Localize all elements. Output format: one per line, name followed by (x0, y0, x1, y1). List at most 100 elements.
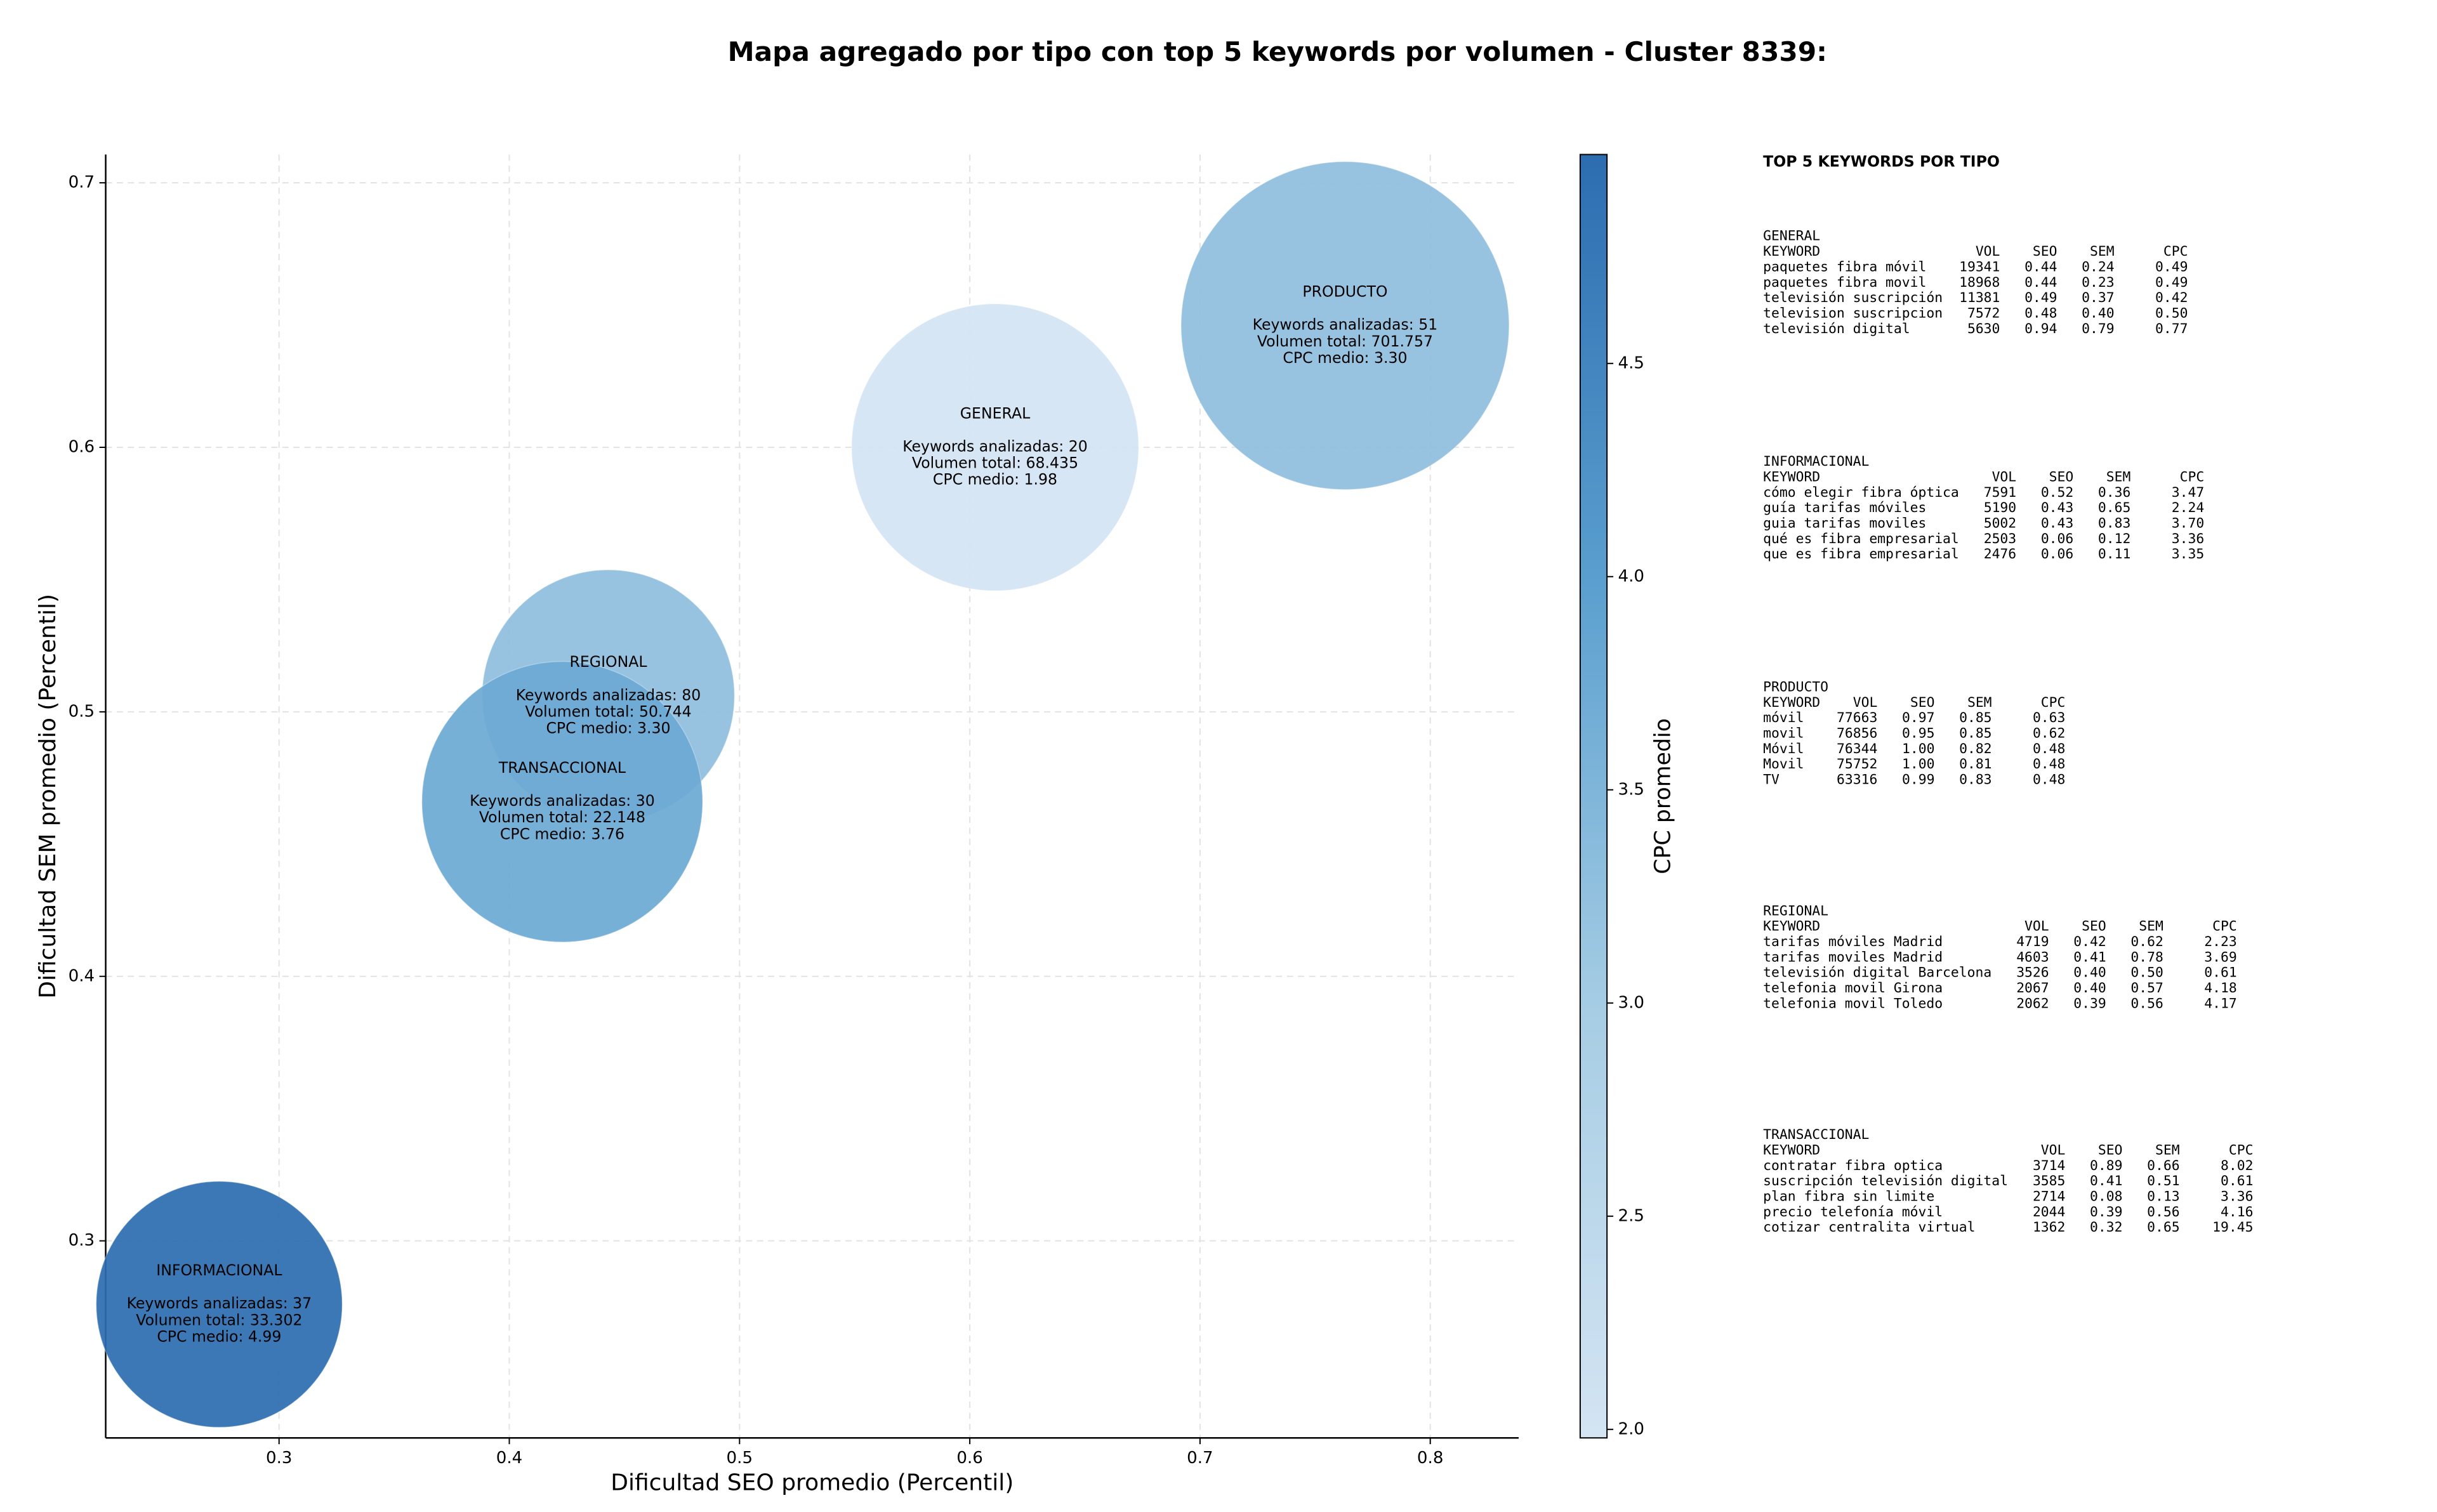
y-axis-label: Dificultad SEM promedio (Percentil) (35, 594, 61, 999)
colorbar-tick-label: 2.0 (1618, 1419, 1644, 1438)
number-cell: 0.44 (2024, 275, 2057, 291)
number-cell: 0.97 (1902, 710, 1934, 726)
number-cell: 0.44 (2024, 259, 2057, 275)
number-cell: 0.49 (2155, 259, 2188, 275)
number-cell: 0.65 (2147, 1219, 2179, 1235)
column-header: VOL (1992, 469, 2017, 485)
keyword-cell: cotizar centralita virtual (1763, 1219, 1975, 1235)
bubble-annotation: Volumen total: 33.302 (136, 1311, 302, 1329)
number-cell: 0.13 (2147, 1189, 2179, 1205)
keyword-cell: telefonia movil Toledo (1763, 996, 1943, 1011)
number-cell: 0.32 (2090, 1219, 2122, 1235)
keyword-cell: plan fibra sin limite (1763, 1189, 1934, 1205)
column-header: VOL (2024, 919, 2049, 935)
number-cell: 4.16 (2221, 1204, 2253, 1220)
bubble-annotation: CPC medio: 3.30 (1283, 349, 1407, 367)
number-cell: 0.36 (2098, 485, 2130, 501)
keyword-cell: precio telefonía móvil (1763, 1204, 1943, 1220)
column-header: VOL (1853, 695, 1878, 711)
column-header: CPC (2212, 919, 2237, 935)
bubble-name: PRODUCTO (1302, 283, 1387, 301)
bubble-annotation: CPC medio: 3.30 (546, 720, 670, 737)
keyword-cell: contratar fibra optica (1763, 1158, 1943, 1174)
x-tick-label: 0.8 (1417, 1449, 1443, 1468)
number-cell: 3.47 (2172, 485, 2204, 501)
column-header: CPC (2180, 469, 2205, 485)
bubble-name: INFORMACIONAL (156, 1261, 282, 1279)
number-cell: 3.70 (2172, 515, 2204, 531)
number-cell: 2.23 (2204, 934, 2236, 950)
number-cell: 76344 (1837, 741, 1877, 757)
number-cell: 2.24 (2172, 500, 2204, 516)
number-cell: 0.61 (2204, 965, 2236, 981)
colorbar-tick-label: 4.0 (1618, 567, 1644, 586)
colorbar-tick-label: 4.5 (1618, 353, 1644, 372)
number-cell: 4719 (2016, 934, 2049, 950)
number-cell: 76856 (1837, 725, 1877, 741)
number-cell: 0.37 (2082, 290, 2114, 306)
number-cell: 0.82 (1959, 741, 1991, 757)
number-cell: 0.41 (2073, 949, 2106, 965)
column-header: SEM (2090, 244, 2115, 260)
number-cell: 0.48 (2024, 305, 2057, 321)
bubble (1180, 161, 1510, 490)
column-header: CPC (2163, 244, 2188, 260)
number-cell: 0.77 (2155, 321, 2188, 337)
bubble-annotation: Volumen total: 50.744 (525, 702, 691, 720)
number-cell: 4.17 (2204, 996, 2236, 1011)
keyword-cell: guia tarifas moviles (1763, 515, 1926, 531)
number-cell: 19341 (1959, 259, 2000, 275)
column-header: SEM (2155, 1142, 2180, 1158)
column-header: VOL (1976, 244, 2000, 260)
bubble-annotation: CPC medio: 4.99 (157, 1327, 281, 1345)
y-tick-label: 0.4 (69, 966, 95, 985)
number-cell: 0.83 (1959, 772, 1991, 788)
bubble-annotation: Keywords analizadas: 80 (516, 686, 701, 704)
number-cell: 0.41 (2090, 1173, 2122, 1189)
section-name: REGIONAL (1763, 903, 1828, 919)
number-cell: 0.40 (2073, 980, 2106, 996)
keyword-cell: suscripción televisión digital (1763, 1173, 2008, 1189)
keyword-cell: tarifas móviles Madrid (1763, 934, 1943, 950)
column-header: CPC (2041, 695, 2066, 711)
number-cell: 18968 (1959, 275, 2000, 291)
colorbar-label: CPC promedio (1651, 718, 1676, 874)
number-cell: 0.99 (1902, 772, 1934, 788)
number-cell: 0.06 (2041, 546, 2073, 562)
bubble (95, 1181, 343, 1428)
section-name: GENERAL (1763, 228, 1820, 244)
number-cell: 0.51 (2147, 1173, 2179, 1189)
column-header: KEYWORD (1763, 244, 1820, 260)
number-cell: 1362 (2033, 1219, 2065, 1235)
colorbar-tick-label: 3.5 (1618, 780, 1644, 799)
column-header: KEYWORD (1763, 695, 1820, 711)
number-cell: 0.43 (2041, 515, 2073, 531)
bubble-annotation: Keywords analizadas: 20 (902, 438, 1088, 456)
number-cell: 0.48 (2033, 772, 2065, 788)
keyword-cell: television suscripcion (1763, 305, 1943, 321)
number-cell: 0.50 (2130, 965, 2163, 981)
bubble-annotation: Keywords analizadas: 51 (1253, 316, 1438, 334)
x-tick-label: 0.5 (727, 1449, 753, 1468)
number-cell: 0.85 (1959, 710, 1991, 726)
keyword-cell: TV (1763, 772, 1780, 788)
number-cell: 0.89 (2090, 1158, 2122, 1174)
bubble (851, 303, 1139, 591)
chart-title: Mapa agregado por tipo con top 5 keyword… (728, 36, 1827, 67)
number-cell: 2062 (2016, 996, 2049, 1011)
x-tick-label: 0.4 (496, 1449, 522, 1468)
number-cell: 8.02 (2221, 1158, 2253, 1174)
number-cell: 0.39 (2073, 996, 2106, 1011)
bubble-name: GENERAL (960, 404, 1031, 422)
number-cell: 4603 (2016, 949, 2049, 965)
bubble-annotation: Volumen total: 22.148 (479, 808, 645, 826)
number-cell: 0.94 (2024, 321, 2057, 337)
number-cell: 0.66 (2147, 1158, 2179, 1174)
y-tick-label: 0.7 (69, 173, 95, 192)
number-cell: 0.62 (2033, 725, 2065, 741)
number-cell: 0.48 (2033, 741, 2065, 757)
number-cell: 3526 (2016, 965, 2049, 981)
number-cell: 0.40 (2073, 965, 2106, 981)
number-cell: 0.49 (2024, 290, 2057, 306)
